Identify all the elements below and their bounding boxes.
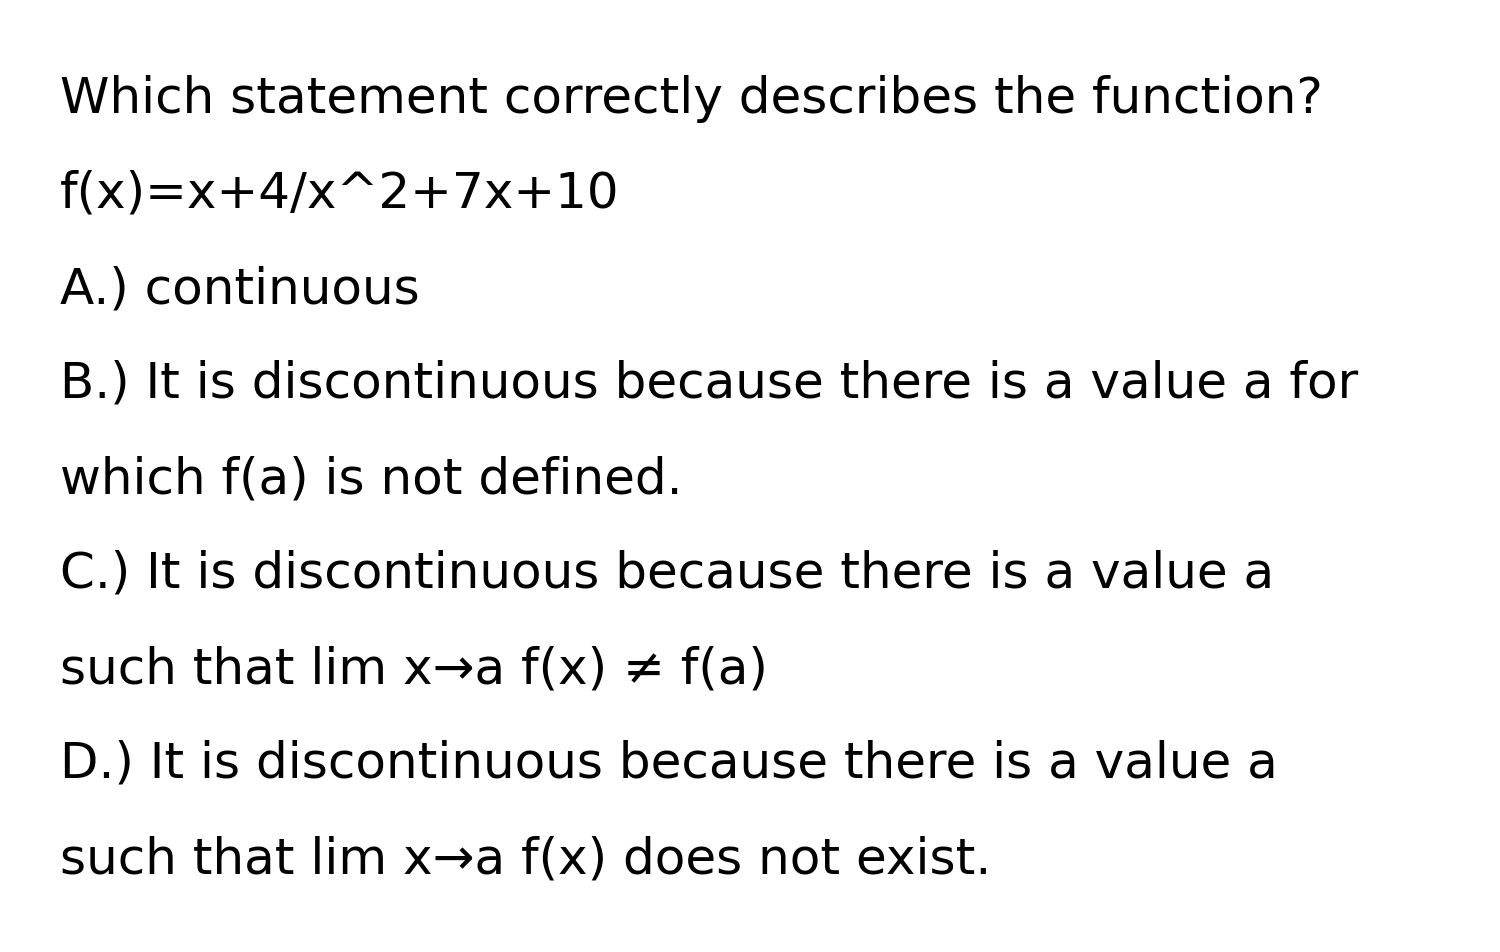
- Text: C.) It is discontinuous because there is a value a: C.) It is discontinuous because there is…: [60, 550, 1274, 598]
- Text: Which statement correctly describes the function?: Which statement correctly describes the …: [60, 75, 1323, 123]
- Text: which f(a) is not defined.: which f(a) is not defined.: [60, 455, 682, 503]
- Text: such that lim x→a f(x) does not exist.: such that lim x→a f(x) does not exist.: [60, 835, 992, 883]
- Text: such that lim x→a f(x) ≠ f(a): such that lim x→a f(x) ≠ f(a): [60, 645, 768, 693]
- Text: B.) It is discontinuous because there is a value a for: B.) It is discontinuous because there is…: [60, 360, 1359, 408]
- Text: A.) continuous: A.) continuous: [60, 265, 420, 313]
- Text: f(x)=x+4/x^2+7x+10: f(x)=x+4/x^2+7x+10: [60, 170, 620, 218]
- Text: D.) It is discontinuous because there is a value a: D.) It is discontinuous because there is…: [60, 740, 1278, 788]
